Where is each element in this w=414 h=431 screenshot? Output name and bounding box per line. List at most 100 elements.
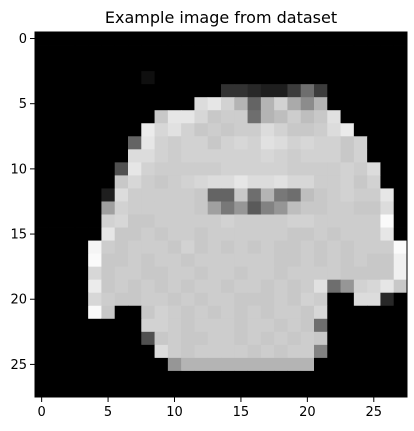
pixel-r7-c8 <box>141 123 155 137</box>
pixel-r10-c25 <box>367 162 381 176</box>
pixel-r7-c0 <box>35 123 49 137</box>
pixel-r14-c2 <box>61 214 76 228</box>
pixel-r22-c8 <box>141 318 155 333</box>
pixel-r15-c0 <box>35 227 49 241</box>
pixel-r11-c2 <box>61 175 76 189</box>
pixel-r1-c24 <box>353 45 368 59</box>
pixel-r6-c24 <box>353 110 368 124</box>
pixel-r0-c2 <box>61 32 76 46</box>
pixel-r4-c11 <box>181 84 195 98</box>
pixel-r15-c8 <box>141 227 155 241</box>
pixel-r0-c1 <box>48 32 62 46</box>
y-axis: 0 5 10 15 20 25 <box>10 32 35 373</box>
pixel-r22-c24 <box>353 318 368 333</box>
pixel-r23-c12 <box>194 331 209 346</box>
pixel-r23-c17 <box>260 331 275 346</box>
pixel-r10-c17 <box>260 162 275 176</box>
pixel-r11-c17 <box>260 175 275 189</box>
pixel-r7-c23 <box>340 123 355 137</box>
pixel-r13-c13 <box>207 201 222 215</box>
pixel-r12-c4 <box>88 188 102 202</box>
pixel-r7-c15 <box>234 123 248 137</box>
pixel-r26-c9 <box>154 370 169 385</box>
pixel-r0-c16 <box>247 32 262 46</box>
pixel-r9-c20 <box>300 149 315 163</box>
pixel-r8-c0 <box>35 136 49 150</box>
pixel-r5-c18 <box>274 97 288 111</box>
x-tick-label-10: 10 <box>166 405 183 420</box>
pixel-r21-c6 <box>114 305 129 320</box>
x-tick-label-0: 0 <box>38 405 46 420</box>
pixel-r7-c14 <box>221 123 235 137</box>
pixel-r14-c13 <box>207 214 222 228</box>
pixel-r4-c1 <box>48 84 62 98</box>
pixel-r6-c19 <box>287 110 302 124</box>
pixel-r4-c26 <box>380 84 395 98</box>
pixel-r13-c7 <box>128 201 142 215</box>
pixel-r5-c5 <box>101 97 116 111</box>
y-tick-label-5: 5 <box>19 97 27 112</box>
pixel-r3-c2 <box>61 71 76 85</box>
pixel-r14-c23 <box>340 214 355 228</box>
pixel-r24-c6 <box>114 344 129 359</box>
pixel-r13-c14 <box>221 201 235 215</box>
pixel-r27-c13 <box>207 383 222 398</box>
pixel-r0-c23 <box>340 32 355 46</box>
pixel-r23-c8 <box>141 331 155 346</box>
pixel-r20-c7 <box>128 292 142 307</box>
pixel-r11-c5 <box>101 175 116 189</box>
pixel-r25-c13 <box>207 357 222 372</box>
pixel-r11-c3 <box>74 175 89 189</box>
pixel-r2-c6 <box>114 58 129 72</box>
pixel-r17-c8 <box>141 253 155 268</box>
pixel-r5-c27 <box>393 97 408 111</box>
pixel-r11-c16 <box>247 175 262 189</box>
pixel-r7-c16 <box>247 123 262 137</box>
pixel-r18-c12 <box>194 266 209 281</box>
pixel-r22-c2 <box>61 318 76 333</box>
pixel-r15-c12 <box>194 227 209 241</box>
pixel-r24-c12 <box>194 344 209 359</box>
pixel-r10-c21 <box>314 162 328 176</box>
pixel-r0-c5 <box>101 32 116 46</box>
pixel-r8-c5 <box>101 136 116 150</box>
pixel-r2-c25 <box>367 58 381 72</box>
pixel-r26-c4 <box>88 370 102 385</box>
pixel-r9-c5 <box>101 149 116 163</box>
pixel-r20-c3 <box>74 292 89 307</box>
pixel-r23-c24 <box>353 331 368 346</box>
pixel-r24-c23 <box>340 344 355 359</box>
pixel-r27-c7 <box>128 383 142 398</box>
pixel-r17-c4 <box>88 253 102 268</box>
pixel-r10-c9 <box>154 162 169 176</box>
pixel-r13-c27 <box>393 201 408 215</box>
pixel-r6-c5 <box>101 110 116 124</box>
pixel-r21-c21 <box>314 305 328 320</box>
pixel-r19-c9 <box>154 279 169 294</box>
pixel-r14-c8 <box>141 214 155 228</box>
pixel-r25-c10 <box>167 357 182 372</box>
pixel-r10-c12 <box>194 162 209 176</box>
pixel-r9-c21 <box>314 149 328 163</box>
pixel-r11-c8 <box>141 175 155 189</box>
pixel-r6-c17 <box>260 110 275 124</box>
pixel-r2-c12 <box>194 58 209 72</box>
pixel-r13-c0 <box>35 201 49 215</box>
pixel-r10-c8 <box>141 162 155 176</box>
pixel-r20-c12 <box>194 292 209 307</box>
pixel-r27-c11 <box>181 383 195 398</box>
pixel-r12-c23 <box>340 188 355 202</box>
pixel-r6-c22 <box>327 110 341 124</box>
pixel-r26-c21 <box>314 370 328 385</box>
pixel-r18-c8 <box>141 266 155 281</box>
pixel-r8-c27 <box>393 136 408 150</box>
pixel-r17-c0 <box>35 253 49 268</box>
pixel-r3-c18 <box>274 71 288 85</box>
pixel-r15-c2 <box>61 227 76 241</box>
pixel-r16-c15 <box>234 240 248 255</box>
pixel-r20-c18 <box>274 292 288 307</box>
pixel-r14-c16 <box>247 214 262 228</box>
pixel-r26-c1 <box>48 370 62 385</box>
pixel-r12-c25 <box>367 188 381 202</box>
pixel-r2-c20 <box>300 58 315 72</box>
